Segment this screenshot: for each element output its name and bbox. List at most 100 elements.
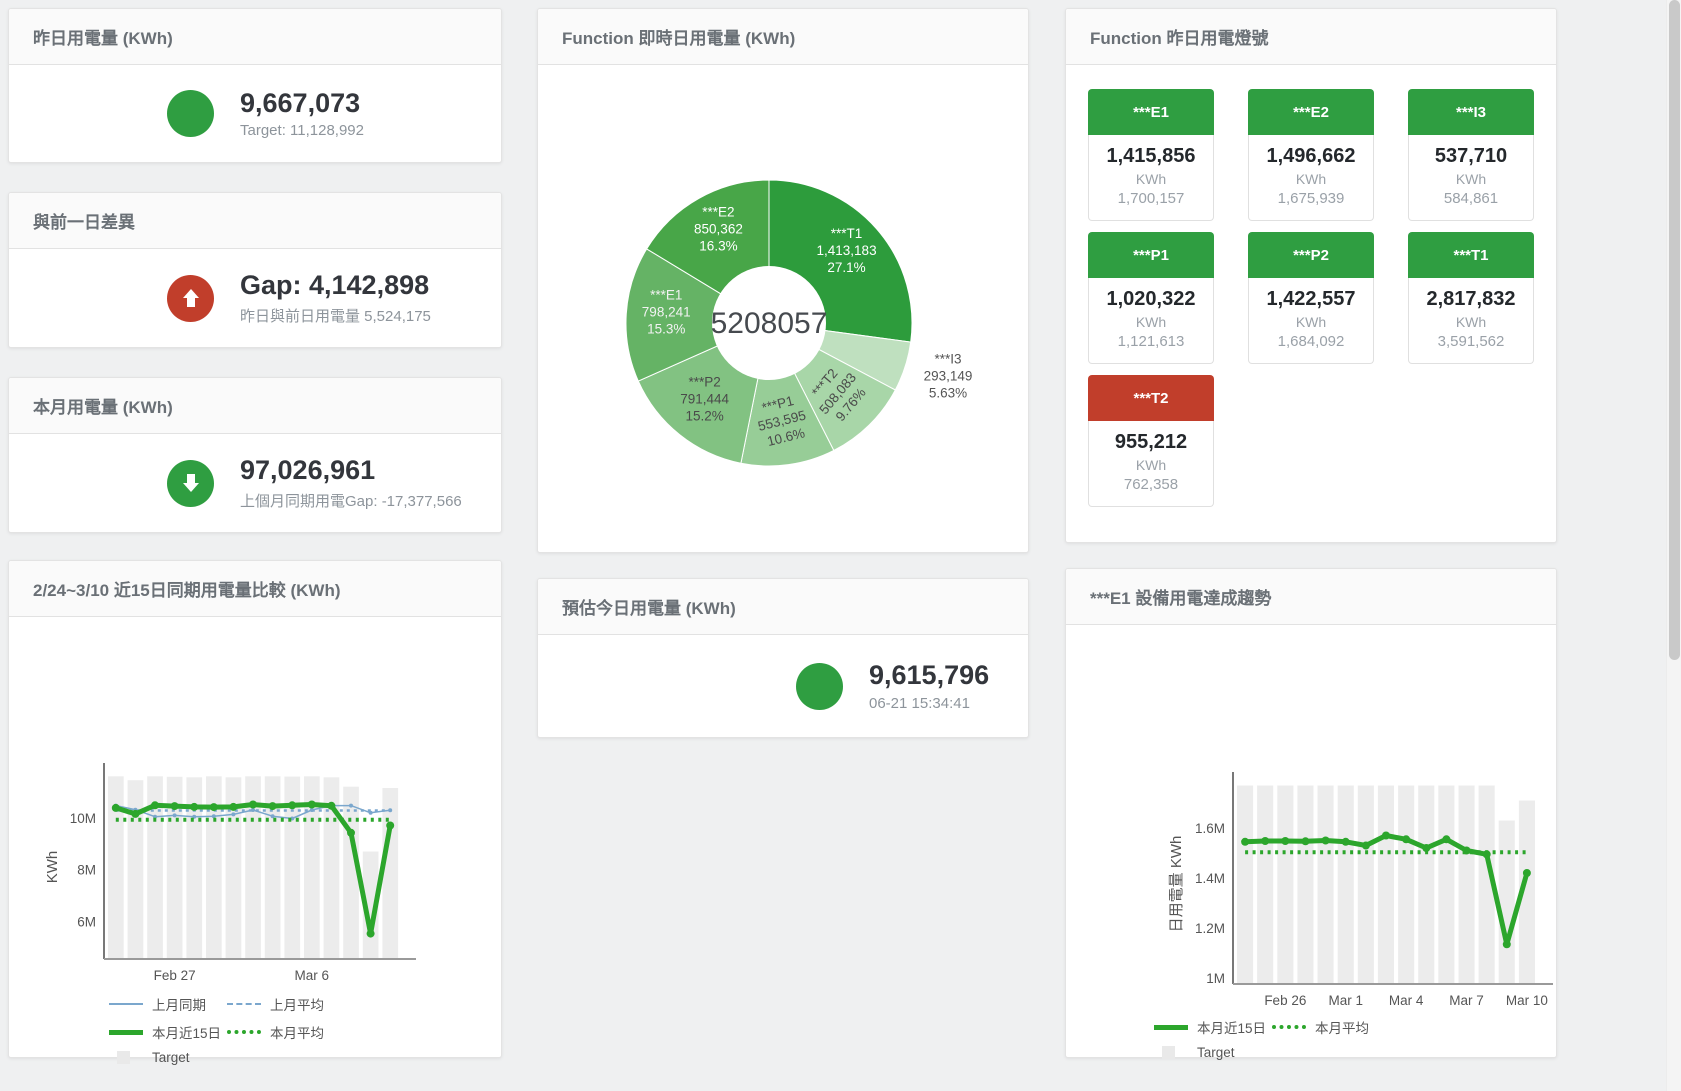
panel-header: ***E1 設備用電達成趨勢 [1066, 569, 1556, 625]
legend-swatch-solid [109, 1003, 143, 1005]
legend-label: 本月近15日 [152, 1026, 222, 1041]
legend-label: 上月同期 [152, 998, 206, 1013]
lamp-tiles-grid: ***E1 1,415,856 KWh 1,700,157 ***E2 1,496,662… [1066, 65, 1556, 531]
target-bar [127, 780, 144, 959]
tile-target: 1,684,092 [1277, 333, 1345, 350]
series-marker [151, 801, 159, 810]
tile-value: 1,496,662 [1266, 145, 1356, 167]
series-marker [131, 809, 140, 818]
legend-row: Target [109, 1050, 501, 1065]
tile-value: 2,817,832 [1426, 288, 1516, 310]
pie-slice-E1 [625, 248, 771, 382]
legend-row: 上月同期 上月平均 [109, 994, 501, 1014]
legend-row: Target [1154, 1045, 1556, 1060]
panel-header: Function 昨日用電燈號 [1066, 9, 1556, 65]
day-gap-value: Gap: 4,142,898 [240, 270, 430, 301]
pie-label-P2: ***P2 791,444 15.2% [680, 374, 729, 423]
y-tick-label: 1.2M [1195, 921, 1225, 936]
month-usage-value: 97,026,961 [240, 455, 376, 486]
pie-label-E2: ***E2 850,362 16.3% [694, 204, 743, 253]
target-bar [1257, 785, 1274, 984]
series-marker [1301, 837, 1310, 846]
tile-unit: KWh [1455, 314, 1487, 330]
target-bar [1498, 820, 1515, 984]
lamp-tile-E1: ***E1 1,415,856 KWh 1,700,157 [1088, 89, 1214, 221]
arrow-down-icon [182, 474, 199, 492]
scrollbar-track[interactable] [1666, 0, 1681, 1091]
tile-unit: KWh [1135, 314, 1167, 330]
series-marker [153, 814, 157, 819]
target-bar [108, 776, 124, 959]
month-usage-gap: 上個月同期用電Gap: -17,377,566 [240, 492, 462, 510]
stat-text: Gap: 4,142,898 昨日與前日用電量 5,524,175 [240, 270, 431, 325]
tile-body: 537,710 KWh 584,861 [1408, 135, 1534, 221]
series-marker [1281, 837, 1290, 845]
estimate-timestamp: 06-21 15:34:41 [869, 694, 970, 712]
series-marker [1321, 836, 1330, 845]
series-marker [211, 814, 216, 819]
trend-chart-body: 1M 1.2M 1.4M 1.6M Feb 26 Mar 1 Mar 4 Mar 7 Mar 1… [1066, 625, 1556, 1060]
target-bar [1357, 785, 1374, 984]
green-circle-indicator [796, 662, 843, 710]
tile-label: ***T1 [1408, 232, 1534, 278]
y-tick-label: 1.6M [1195, 821, 1225, 836]
y-tick-label: 1M [1206, 971, 1225, 986]
target-bar [166, 776, 183, 959]
legend-label: 上月平均 [270, 998, 324, 1013]
target-bar [284, 776, 301, 959]
series-marker [190, 802, 199, 811]
x-tick-label: Mar 7 [1449, 993, 1484, 1008]
panel-month-usage: 本月用電量 (KWh) 97,026,961 上個月同期用電Gap: -17,3… [8, 377, 502, 533]
stat-body: Gap: 4,142,898 昨日與前日用電量 5,524,175 [9, 249, 501, 347]
target-bar [362, 851, 379, 959]
day-gap-subtitle: 昨日與前日用電量 5,524,175 [240, 307, 431, 325]
panel-header: 昨日用電量 (KWh) [9, 9, 501, 65]
tile-label: ***P2 [1248, 232, 1374, 278]
panel-header: 本月用電量 (KWh) [9, 378, 501, 434]
series-marker [327, 801, 336, 810]
y-axis-title: KWh [44, 851, 61, 884]
series-marker [1502, 940, 1511, 949]
series-marker [192, 814, 197, 819]
legend-item-上月同期: 上月同期 [109, 994, 227, 1014]
panel-e1-trend-chart: ***E1 設備用電達成趨勢 1M 1.2M 1.4M 1.6M Feb 26 Mar 1… [1065, 568, 1557, 1060]
series-marker [368, 810, 373, 815]
arrow-up-icon [182, 289, 199, 307]
panel-title: 本月用電量 (KWh) [33, 398, 173, 417]
target-bar [1518, 800, 1535, 984]
lamp-tile-I3: ***I3 537,710 KWh 584,861 [1408, 89, 1534, 221]
compare-chart: 6M 8M 10M Feb 27 Mar 6 KWh [44, 763, 416, 983]
tile-target: 1,675,939 [1277, 190, 1345, 207]
stat-body: 9,667,073 Target: 11,128,992 [9, 65, 501, 162]
tile-label: ***E2 [1248, 89, 1374, 135]
tile-value: 537,710 [1434, 145, 1508, 167]
panel-realtime-pie: Function 即時日用電量 (KWh) ***T1 1,413,183 27.1… [537, 8, 1029, 553]
scrollbar-thumb[interactable] [1669, 0, 1680, 660]
target-bar [1277, 785, 1294, 984]
legend-item-本月平均: 本月平均 [1272, 1017, 1390, 1037]
y-tick-label: 1.4M [1195, 871, 1225, 886]
tile-target: 762,358 [1123, 476, 1179, 493]
legend-item-本月平均: 本月平均 [227, 1022, 345, 1042]
lamp-tile-T2: ***T2 955,212 KWh 762,358 [1088, 375, 1214, 507]
legend-label: Target [152, 1050, 190, 1065]
panel-title: Function 昨日用電燈號 [1090, 29, 1269, 48]
target-bar [304, 776, 320, 959]
x-tick-label: Feb 26 [1264, 993, 1306, 1008]
stat-text: 9,667,073 Target: 11,128,992 [240, 88, 364, 139]
series-marker [288, 801, 297, 810]
e1-trend-chart: 1M 1.2M 1.4M 1.6M Feb 26 Mar 1 Mar 4 Mar 7 Mar 1… [1168, 772, 1553, 1008]
y-axis-title: 日用電量 KWh [1168, 836, 1185, 933]
series-marker [231, 812, 236, 817]
pie-label-T2: ***T2508,0839.76% [803, 359, 872, 428]
series-marker [251, 808, 255, 812]
donut-center-total: 5208057 [711, 307, 828, 340]
panel-title: Function 即時日用電量 (KWh) [562, 29, 796, 48]
tile-value: 955,212 [1114, 431, 1188, 453]
tile-unit: KWh [1455, 171, 1487, 187]
panel-title: 昨日用電量 (KWh) [33, 29, 173, 48]
estimate-today-value: 9,615,796 [869, 660, 990, 691]
tile-value: 1,415,856 [1106, 145, 1196, 167]
panel-compare-chart: 2/24~3/10 近15日同期用電量比較 (KWh) 6M 8M 10M Feb 2… [8, 560, 502, 1065]
pie-label-I3: ***I3 293,149 5.63% [924, 352, 973, 401]
